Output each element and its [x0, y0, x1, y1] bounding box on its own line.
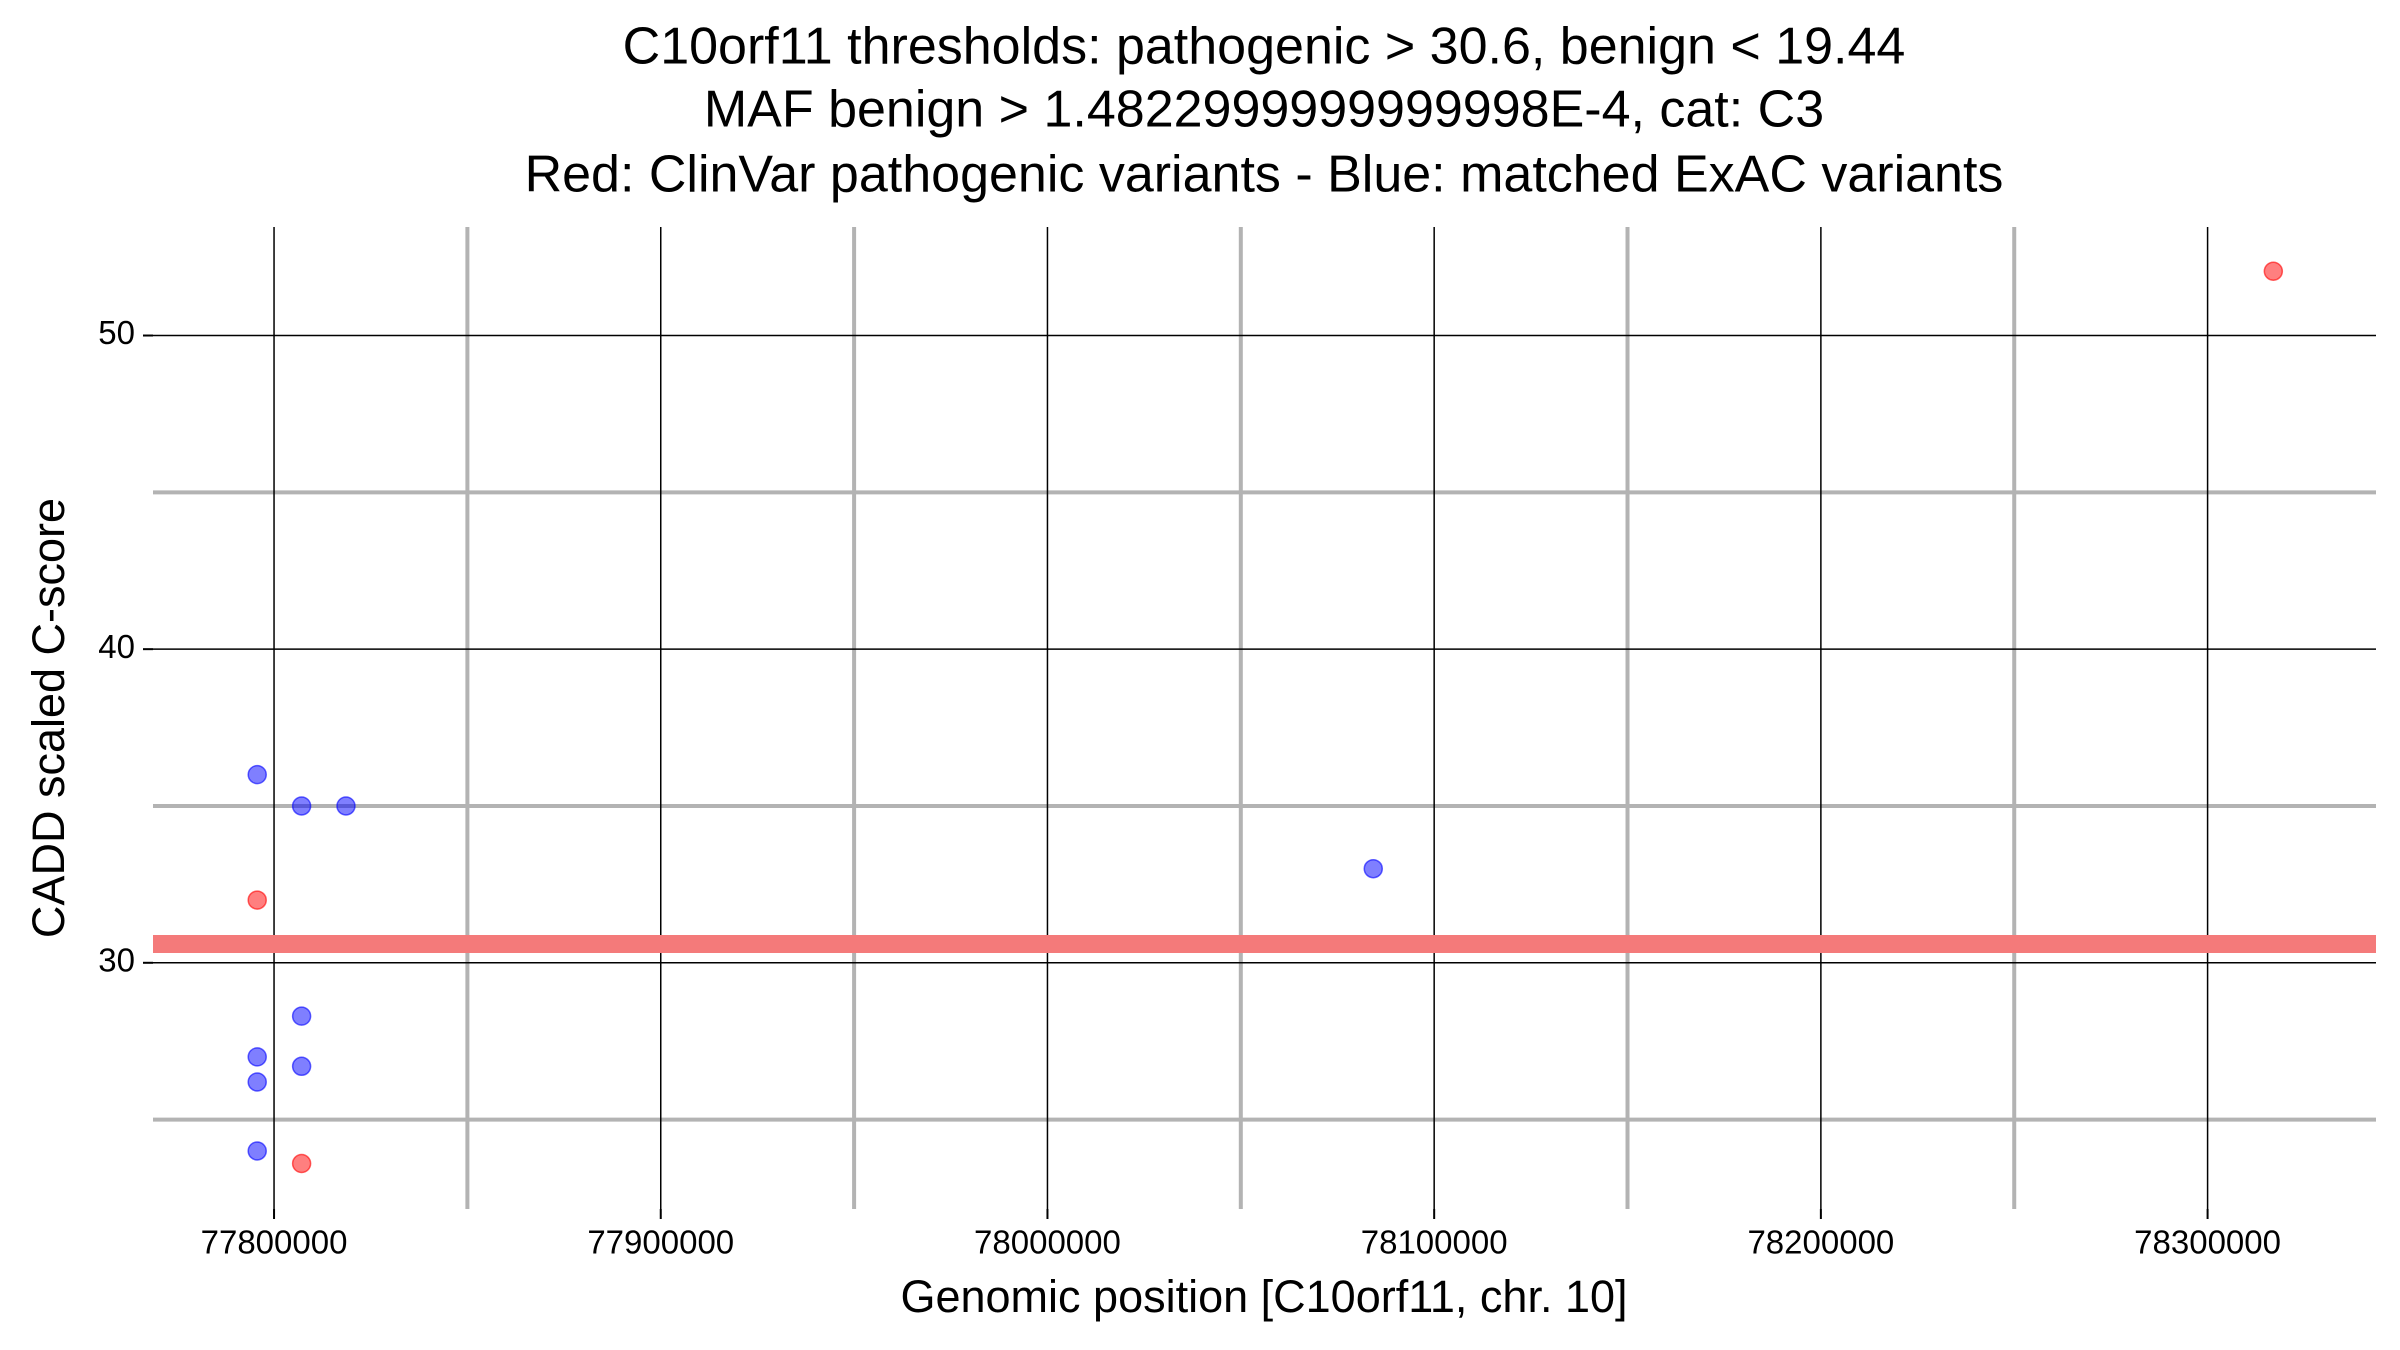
data-point: [291, 1056, 312, 1077]
x-tick-label: 78000000: [974, 1224, 1121, 1261]
x-tick-label: 78100000: [1361, 1224, 1508, 1261]
data-point: [247, 890, 267, 910]
data-point: [247, 764, 267, 785]
x-tick-label: 78200000: [1747, 1224, 1894, 1261]
data-point: [247, 1141, 267, 1161]
data-point: [291, 1006, 312, 1026]
x-axis-label: Genomic position [C10orf11, chr. 10]: [900, 1271, 1627, 1322]
data-point: [247, 1072, 267, 1092]
y-axis-label: CADD scaled C-score: [23, 498, 74, 938]
chart-title: MAF benign > 1.4822999999999998E-4, cat:…: [704, 81, 1824, 139]
x-tick-label: 77800000: [201, 1224, 348, 1261]
x-tick-label: 78300000: [2134, 1224, 2281, 1261]
y-tick-label: 50: [98, 314, 135, 351]
data-point: [1363, 858, 1384, 879]
y-tick-label: 30: [98, 942, 135, 979]
data-point: [291, 796, 312, 816]
chart-title: C10orf11 thresholds: pathogenic > 30.6, …: [623, 18, 1906, 76]
data-point: [336, 796, 356, 816]
x-tick-label: 77900000: [587, 1224, 734, 1261]
data-point: [2263, 261, 2284, 281]
data-point: [247, 1047, 267, 1067]
data-point: [291, 1153, 312, 1174]
chart-title: Red: ClinVar pathogenic variants - Blue:…: [525, 146, 2004, 204]
y-tick-label: 40: [98, 628, 135, 665]
